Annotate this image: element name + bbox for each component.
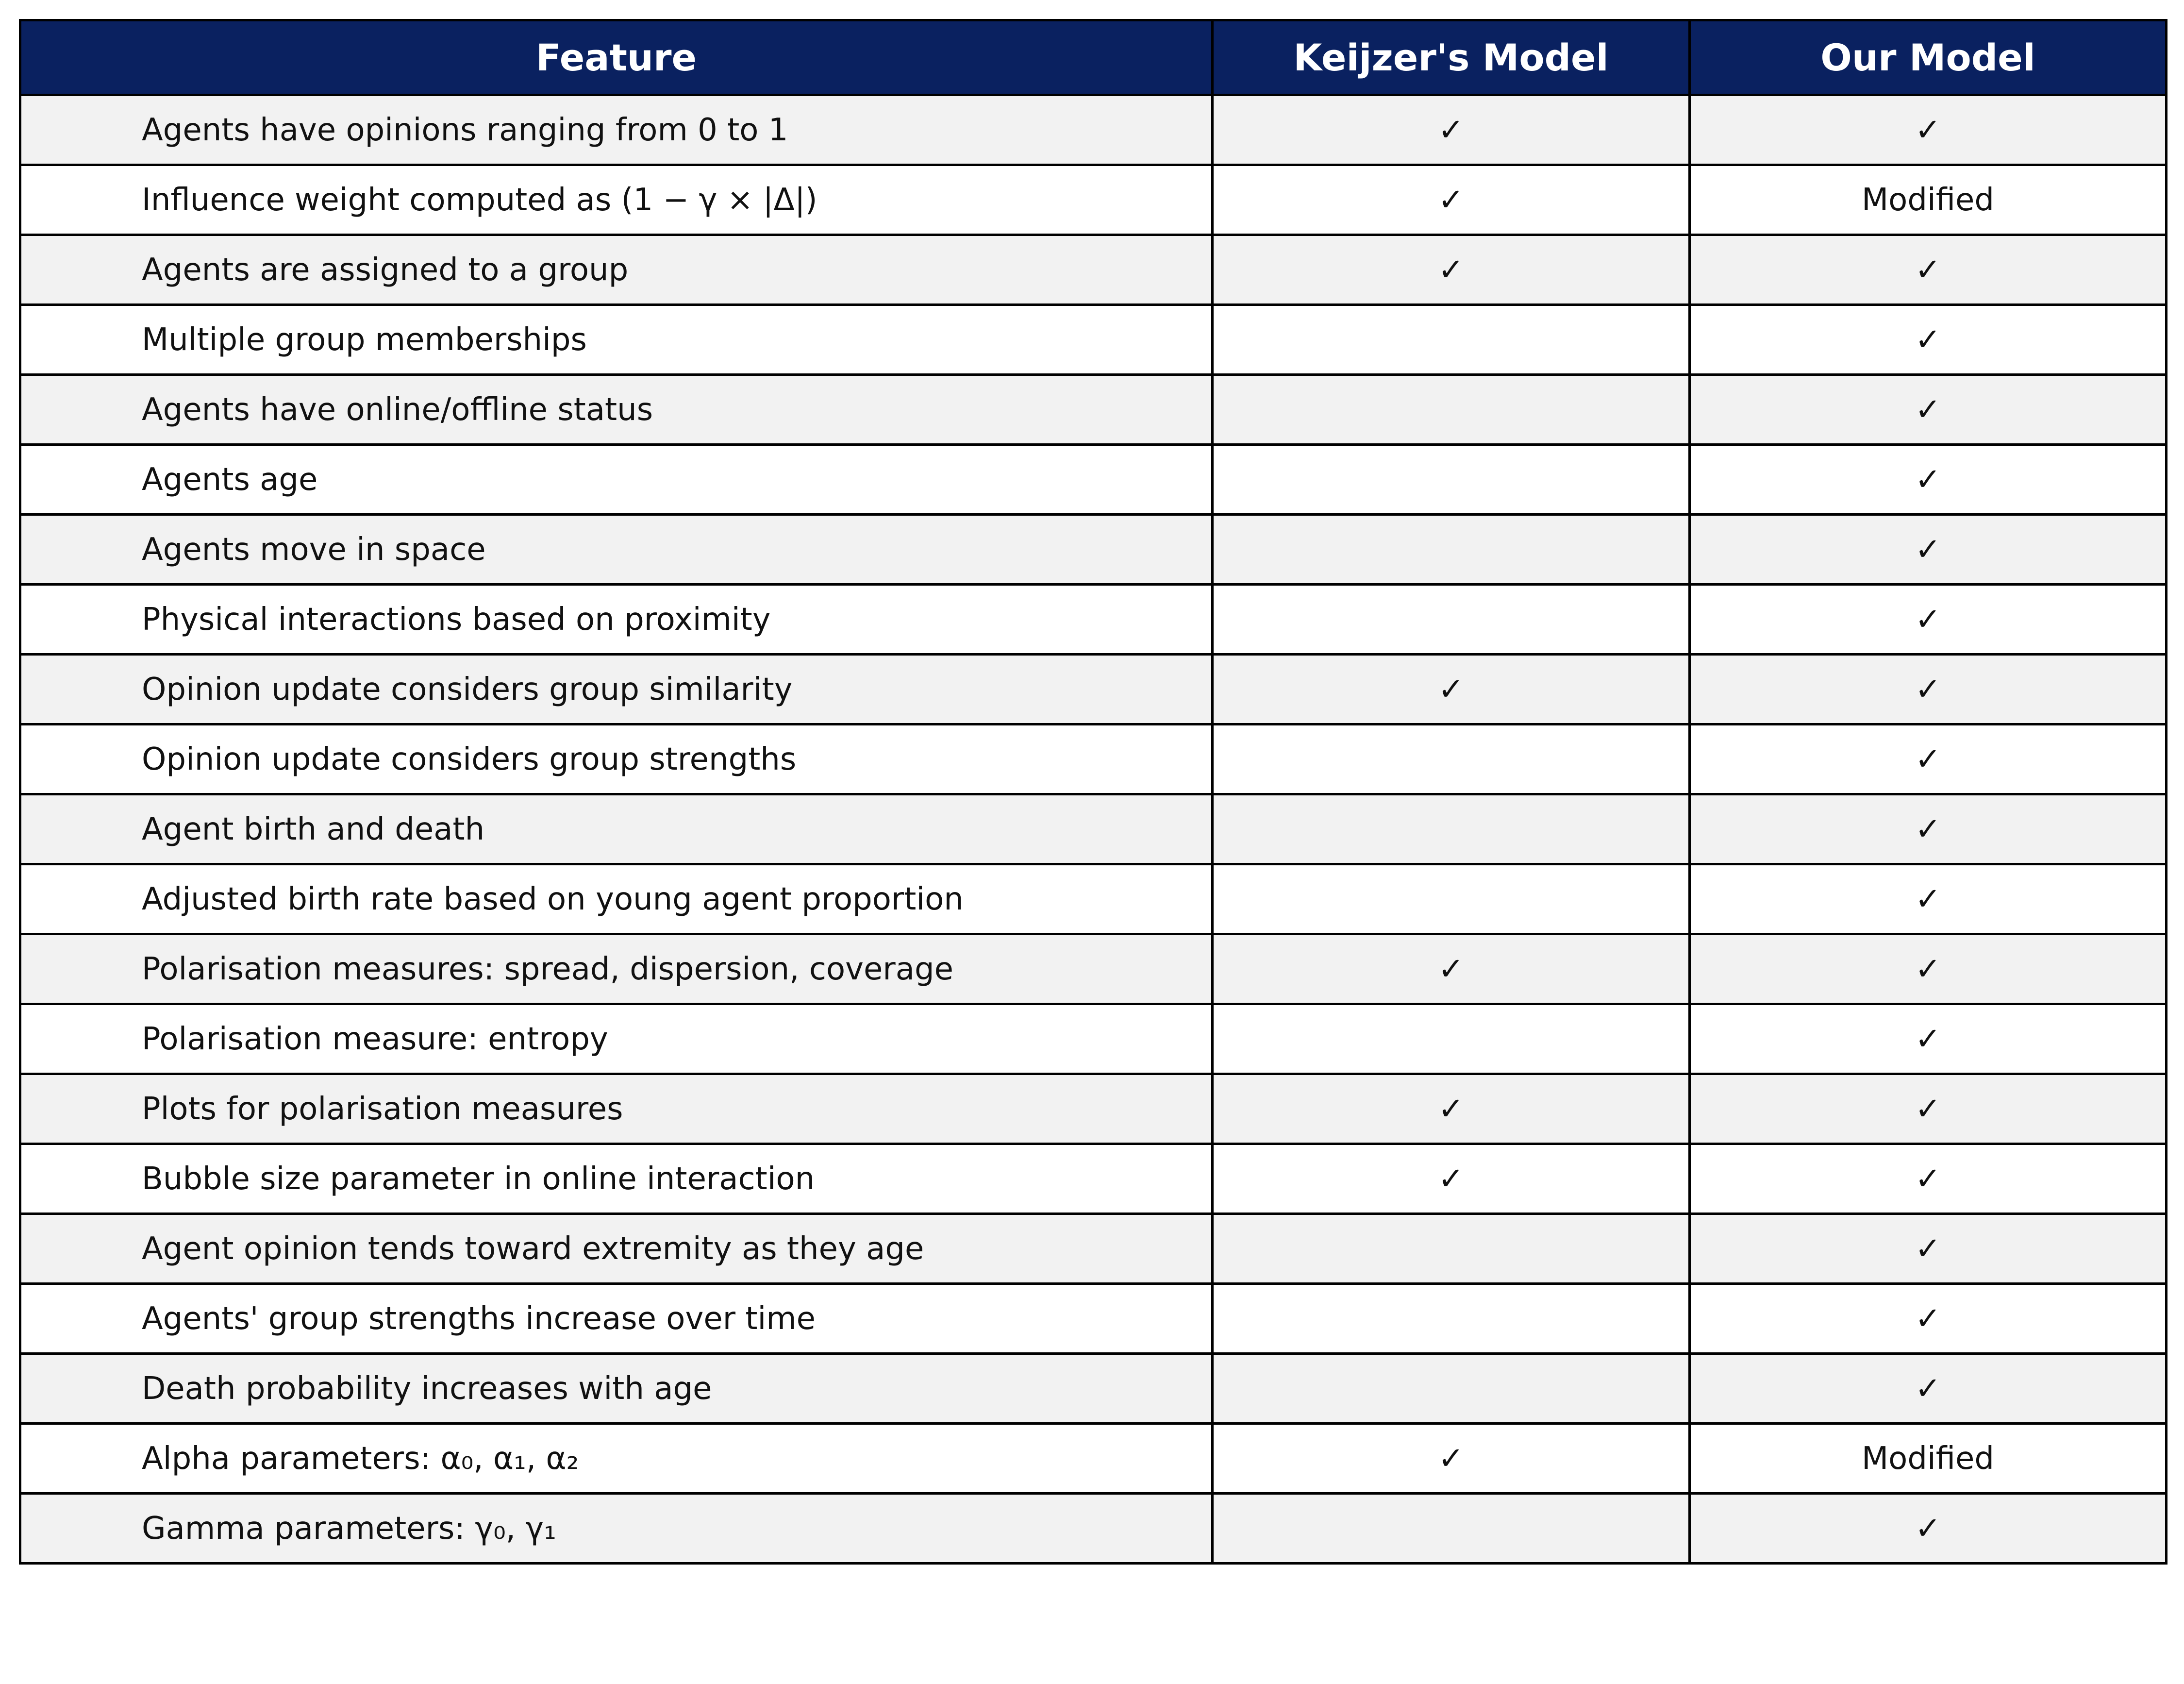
keijzer-cell (1211, 723, 1691, 795)
table-row: Agents are assigned to a group ✓ ✓ (19, 234, 2167, 306)
feature-cell: Agents are assigned to a group (19, 234, 1214, 306)
table-row: Agents move in space ✓ (19, 513, 2167, 586)
feature-cell: Plots for polarisation measures (19, 1073, 1214, 1145)
table-row: Plots for polarisation measures ✓ ✓ (19, 1073, 2167, 1145)
feature-cell: Polarisation measures: spread, dispersio… (19, 933, 1214, 1005)
table-row: Gamma parameters: γ₀, γ₁ ✓ (19, 1492, 2167, 1565)
feature-cell: Opinion update considers group similarit… (19, 653, 1214, 725)
our-model-cell: ✓ (1688, 1143, 2167, 1215)
feature-cell: Influence weight computed as (1 − γ × |Δ… (19, 164, 1214, 236)
keijzer-cell: ✓ (1211, 1422, 1691, 1495)
keijzer-cell (1211, 373, 1691, 446)
table-row: Agents age ✓ (19, 443, 2167, 516)
keijzer-cell: ✓ (1211, 933, 1691, 1005)
feature-cell: Physical interactions based on proximity (19, 583, 1214, 656)
our-model-cell: ✓ (1688, 1073, 2167, 1145)
our-model-cell: ✓ (1688, 443, 2167, 516)
feature-cell: Agent birth and death (19, 793, 1214, 865)
table-row: Agents have online/offline status ✓ (19, 373, 2167, 446)
keijzer-cell: ✓ (1211, 1073, 1691, 1145)
table-row: Influence weight computed as (1 − γ × |Δ… (19, 164, 2167, 236)
keijzer-cell (1211, 793, 1691, 865)
our-model-cell: Modified (1688, 164, 2167, 236)
feature-cell: Adjusted birth rate based on young agent… (19, 863, 1214, 935)
table-row: Agent opinion tends toward extremity as … (19, 1212, 2167, 1285)
table-row: Opinion update considers group similarit… (19, 653, 2167, 725)
keijzer-cell (1211, 1492, 1691, 1565)
table-row: Adjusted birth rate based on young agent… (19, 863, 2167, 935)
our-model-cell: ✓ (1688, 234, 2167, 306)
our-model-cell: Modified (1688, 1422, 2167, 1495)
keijzer-cell (1211, 1352, 1691, 1425)
our-model-cell: ✓ (1688, 1492, 2167, 1565)
table-body: Agents have opinions ranging from 0 to 1… (19, 94, 2167, 1565)
keijzer-cell (1211, 863, 1691, 935)
feature-cell: Polarisation measure: entropy (19, 1003, 1214, 1075)
keijzer-cell: ✓ (1211, 1143, 1691, 1215)
our-model-cell: ✓ (1688, 373, 2167, 446)
header-our-model: Our Model (1688, 19, 2167, 96)
keijzer-cell: ✓ (1211, 234, 1691, 306)
keijzer-cell (1211, 1212, 1691, 1285)
keijzer-cell (1211, 583, 1691, 656)
feature-cell: Agents have opinions ranging from 0 to 1 (19, 94, 1214, 166)
table-row: Alpha parameters: α₀, α₁, α₂ ✓ Modified (19, 1422, 2167, 1495)
keijzer-cell (1211, 513, 1691, 586)
our-model-cell: ✓ (1688, 1003, 2167, 1075)
our-model-cell: ✓ (1688, 94, 2167, 166)
our-model-cell: ✓ (1688, 933, 2167, 1005)
feature-cell: Agents age (19, 443, 1214, 516)
our-model-cell: ✓ (1688, 303, 2167, 376)
keijzer-cell (1211, 1003, 1691, 1075)
feature-cell: Gamma parameters: γ₀, γ₁ (19, 1492, 1214, 1565)
header-row: Feature Keijzer's Model Our Model (19, 19, 2167, 96)
our-model-cell: ✓ (1688, 653, 2167, 725)
header-feature: Feature (19, 19, 1214, 96)
feature-cell: Alpha parameters: α₀, α₁, α₂ (19, 1422, 1214, 1495)
table-row: Multiple group memberships ✓ (19, 303, 2167, 376)
table-row: Agent birth and death ✓ (19, 793, 2167, 865)
table-row: Physical interactions based on proximity… (19, 583, 2167, 656)
keijzer-cell: ✓ (1211, 164, 1691, 236)
our-model-cell: ✓ (1688, 1282, 2167, 1355)
table-row: Opinion update considers group strengths… (19, 723, 2167, 795)
table-row: Agents' group strengths increase over ti… (19, 1282, 2167, 1355)
our-model-cell: ✓ (1688, 793, 2167, 865)
keijzer-cell (1211, 1282, 1691, 1355)
header-keijzer-model: Keijzer's Model (1211, 19, 1691, 96)
feature-cell: Agents move in space (19, 513, 1214, 586)
our-model-cell: ✓ (1688, 513, 2167, 586)
table-header: Feature Keijzer's Model Our Model (19, 19, 2167, 96)
keijzer-cell: ✓ (1211, 94, 1691, 166)
table-row: Polarisation measure: entropy ✓ (19, 1003, 2167, 1075)
feature-cell: Bubble size parameter in online interact… (19, 1143, 1214, 1215)
our-model-cell: ✓ (1688, 1352, 2167, 1425)
keijzer-cell: ✓ (1211, 653, 1691, 725)
feature-cell: Agents' group strengths increase over ti… (19, 1282, 1214, 1355)
feature-cell: Agents have online/offline status (19, 373, 1214, 446)
our-model-cell: ✓ (1688, 1212, 2167, 1285)
our-model-cell: ✓ (1688, 723, 2167, 795)
feature-comparison-table: Feature Keijzer's Model Our Model Agents… (19, 19, 2167, 1565)
table-row: Bubble size parameter in online interact… (19, 1143, 2167, 1215)
feature-cell: Death probability increases with age (19, 1352, 1214, 1425)
table-row: Polarisation measures: spread, dispersio… (19, 933, 2167, 1005)
feature-cell: Opinion update considers group strengths (19, 723, 1214, 795)
our-model-cell: ✓ (1688, 863, 2167, 935)
our-model-cell: ✓ (1688, 583, 2167, 656)
keijzer-cell (1211, 303, 1691, 376)
keijzer-cell (1211, 443, 1691, 516)
table-row: Agents have opinions ranging from 0 to 1… (19, 94, 2167, 166)
feature-cell: Agent opinion tends toward extremity as … (19, 1212, 1214, 1285)
feature-cell: Multiple group memberships (19, 303, 1214, 376)
table-row: Death probability increases with age ✓ (19, 1352, 2167, 1425)
